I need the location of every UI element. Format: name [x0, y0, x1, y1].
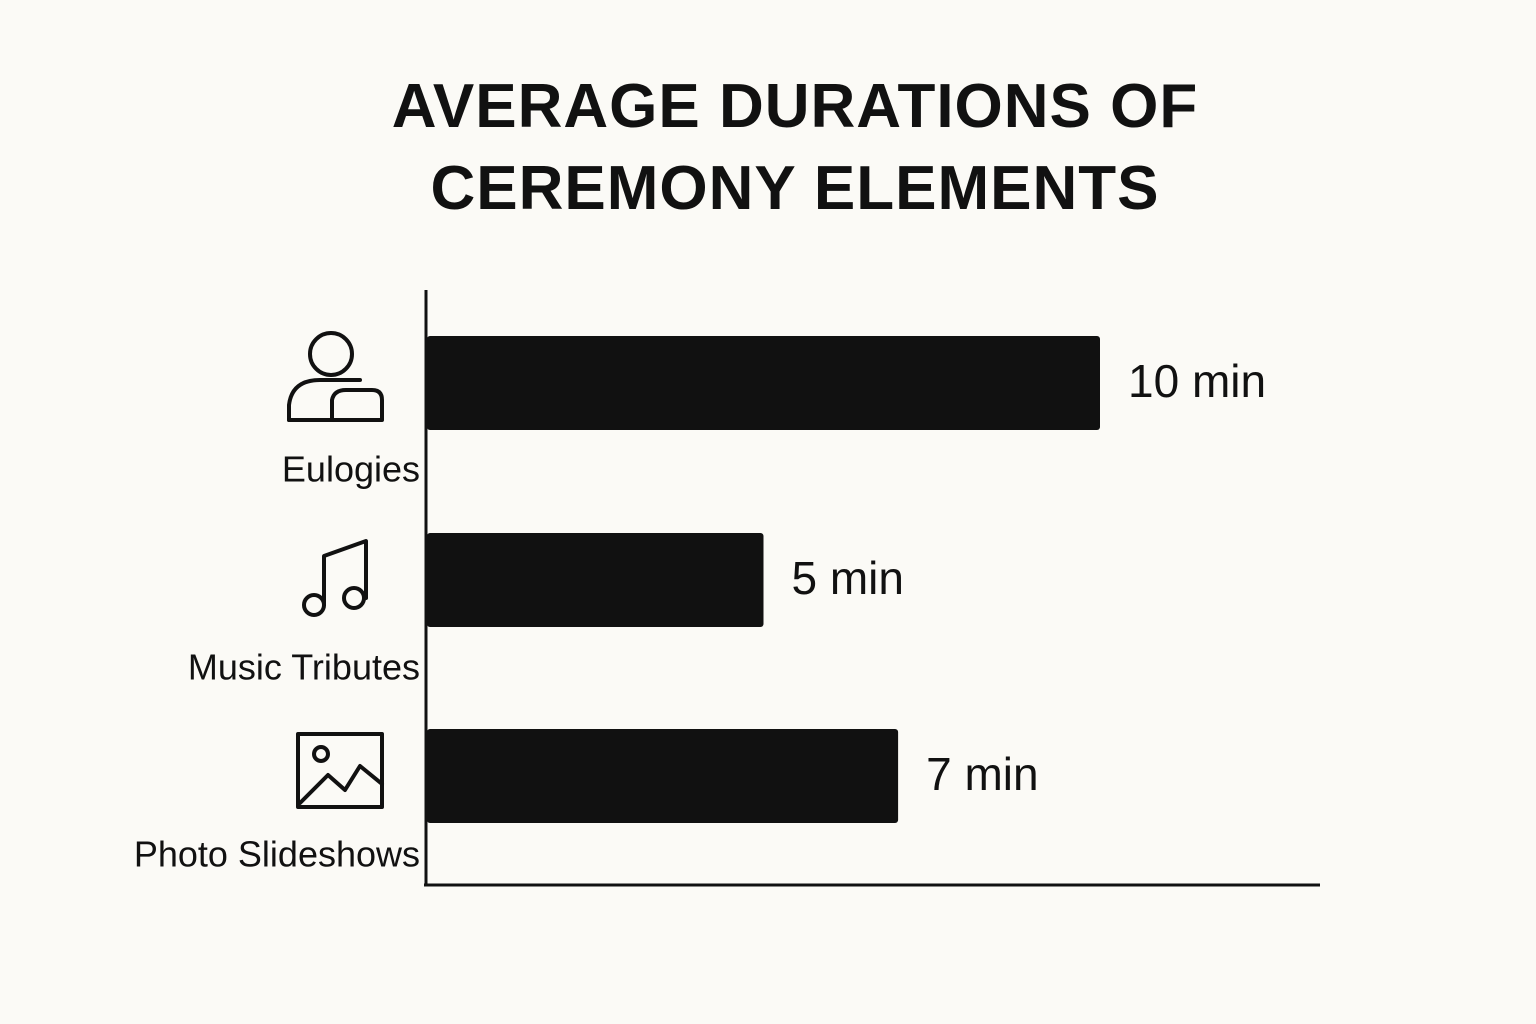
value-label: 5 min — [792, 552, 904, 604]
category-label: Photo Slideshows — [134, 834, 420, 875]
category-label: Eulogies — [282, 449, 420, 490]
photo-icon — [296, 732, 384, 809]
eulogy-icon — [287, 331, 384, 422]
bar — [427, 533, 764, 627]
chart-title: AVERAGE DURATIONS OF CEREMONY ELEMENTS — [391, 72, 1199, 223]
bar — [427, 729, 899, 823]
music-icon — [302, 539, 368, 617]
bar — [427, 336, 1100, 430]
value-label: 7 min — [926, 748, 1038, 800]
value-label: 10 min — [1128, 355, 1266, 407]
category-label: Music Tributes — [188, 647, 420, 688]
